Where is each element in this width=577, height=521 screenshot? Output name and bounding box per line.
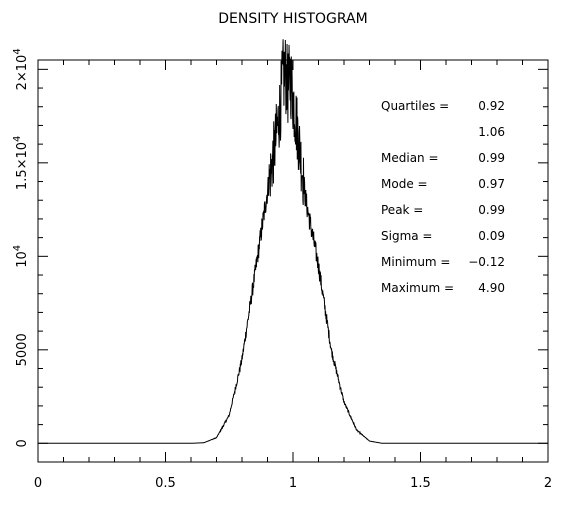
stat-label: Minimum = (381, 255, 450, 269)
stat-label: Peak = (381, 203, 423, 217)
stat-value: 0.99 (478, 203, 505, 217)
y-tick-label: 104 (12, 245, 30, 268)
stat-value: 0.99 (478, 151, 505, 165)
y-tick-label-text: 0 (15, 439, 30, 447)
stat-label: Median = (381, 151, 439, 165)
y-tick-label: 5000 (15, 333, 30, 366)
chart-title: DENSITY HISTOGRAM (218, 11, 367, 27)
y-tick-label-text: 5000 (15, 333, 30, 366)
stat-label: Quartiles = (381, 99, 449, 113)
histogram-line (38, 39, 548, 444)
y-tick-label: 1.5×104 (12, 136, 30, 190)
x-tick-label: 1.5 (410, 476, 431, 491)
x-tick-label: 0.5 (155, 476, 176, 491)
y-tick-label: 2×104 (12, 48, 30, 90)
stat-label: Mode = (381, 177, 428, 191)
x-axis: 0 0.5 1 1.5 2 (34, 60, 552, 491)
y-tick-label-exponent: 4 (12, 136, 23, 142)
stat-value: 4.90 (478, 281, 505, 295)
y-tick-label-text: 2×10 (15, 55, 30, 91)
x-tick-label: 2 (544, 476, 552, 491)
x-tick-label: 1 (289, 476, 297, 491)
histogram-series (38, 39, 548, 444)
y-tick-label-exponent: 4 (12, 48, 23, 54)
stat-label: Sigma = (381, 229, 432, 243)
y-tick-label-text: 10 (15, 251, 30, 268)
y-tick-label-exponent: 4 (12, 245, 23, 251)
stat-value: 0.09 (478, 229, 505, 243)
x-tick-label: 0 (34, 476, 42, 491)
y-tick-label-text: 1.5×10 (15, 142, 30, 190)
stat-value: 0.92 (478, 99, 505, 113)
statistics-box: Quartiles = 0.92 1.06 Median = 0.99 Mode = 0.9… (381, 99, 505, 295)
y-tick-label: 0 (15, 439, 30, 447)
stat-label: Maximum = (381, 281, 454, 295)
stat-value: −0.12 (468, 255, 505, 269)
stat-value: 0.97 (478, 177, 505, 191)
stat-value: 1.06 (478, 125, 505, 139)
